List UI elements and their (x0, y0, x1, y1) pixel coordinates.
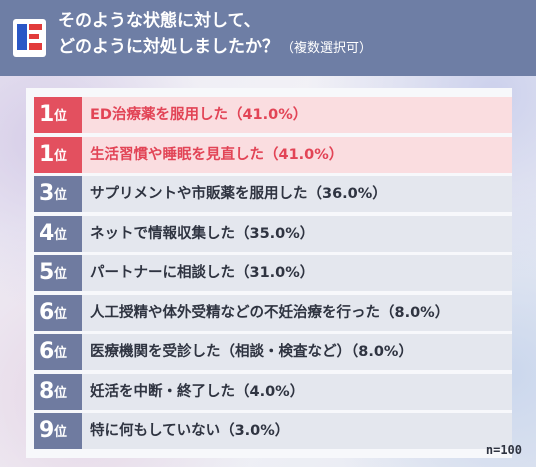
ranking-label: サプリメントや市販薬を服用した（36.0%） (90, 186, 387, 202)
ranking-row: 3 位サプリメントや市販薬を服用した（36.0%） (34, 176, 512, 212)
title-note: （複数選択可） (281, 41, 373, 56)
ranking-row: 9 位特に何もしていない（3.0%） (34, 413, 512, 449)
title-line-2: どのように対処しましたか？ (58, 37, 279, 57)
rank-number: 6 (39, 300, 55, 325)
rank-number: 9 (39, 418, 55, 443)
rank-suffix: 位 (54, 346, 68, 361)
rank-number: 3 (39, 181, 55, 206)
header-banner: そのような状態に対して、 どのように対処しましたか？ （複数選択可） (0, 0, 536, 76)
rank-number: 5 (39, 260, 55, 285)
rank-suffix: 位 (54, 188, 68, 203)
rank-suffix: 位 (54, 425, 68, 440)
ranking-label: 妊活を中断・終了した（4.0%） (90, 384, 305, 400)
rank-suffix: 位 (54, 386, 68, 401)
ranking-label: 特に何もしていない（3.0%） (90, 423, 290, 439)
rank-number: 4 (39, 221, 55, 246)
ranking-row: 5 位パートナーに相談した（31.0%） (34, 255, 512, 291)
ranking-row: 4 位ネットで情報収集した（35.0%） (34, 216, 512, 252)
ranking-row: 1 位 ED治療薬を服用した（41.0%） (34, 97, 512, 133)
rank-suffix: 位 (54, 307, 68, 322)
ranking-row: 8 位妊活を中断・終了した（4.0%） (34, 374, 512, 410)
rank-suffix: 位 (54, 149, 68, 164)
ranking-row: 6 位人工授精や体外受精などの不妊治療を行った（8.0%） (34, 295, 512, 331)
rank-number: 1 (39, 142, 55, 167)
rank-number: 8 (39, 379, 55, 404)
brand-logo-icon (13, 19, 46, 57)
rank-suffix: 位 (54, 109, 68, 124)
title-line-1: そのような状態に対して、 (58, 11, 261, 31)
rank-number: 6 (39, 339, 55, 364)
rank-suffix: 位 (54, 228, 68, 243)
ranking-label: 生活習慣や睡眠を見直した（41.0%） (90, 147, 344, 163)
ranking-label: ED治療薬を服用した（41.0%） (90, 107, 308, 123)
ranking-label: ネットで情報収集した（35.0%） (90, 226, 315, 242)
rank-suffix: 位 (54, 267, 68, 282)
ranking-label: 医療機関を受診した（相談・検査など）（8.0%） (90, 344, 413, 360)
ranking-label: パートナーに相談した（31.0%） (90, 265, 315, 281)
ranking-row: 6 位医療機関を受診した（相談・検査など）（8.0%） (34, 334, 512, 370)
chart-title: そのような状態に対して、 どのように対処しましたか？ （複数選択可） (58, 8, 372, 62)
ranking-label: 人工授精や体外受精などの不妊治療を行った（8.0%） (90, 305, 450, 321)
ranking-row: 1 位生活習慣や睡眠を見直した（41.0%） (34, 137, 512, 173)
rank-number: 1 (39, 102, 55, 127)
sample-size: n=100 (485, 443, 522, 457)
